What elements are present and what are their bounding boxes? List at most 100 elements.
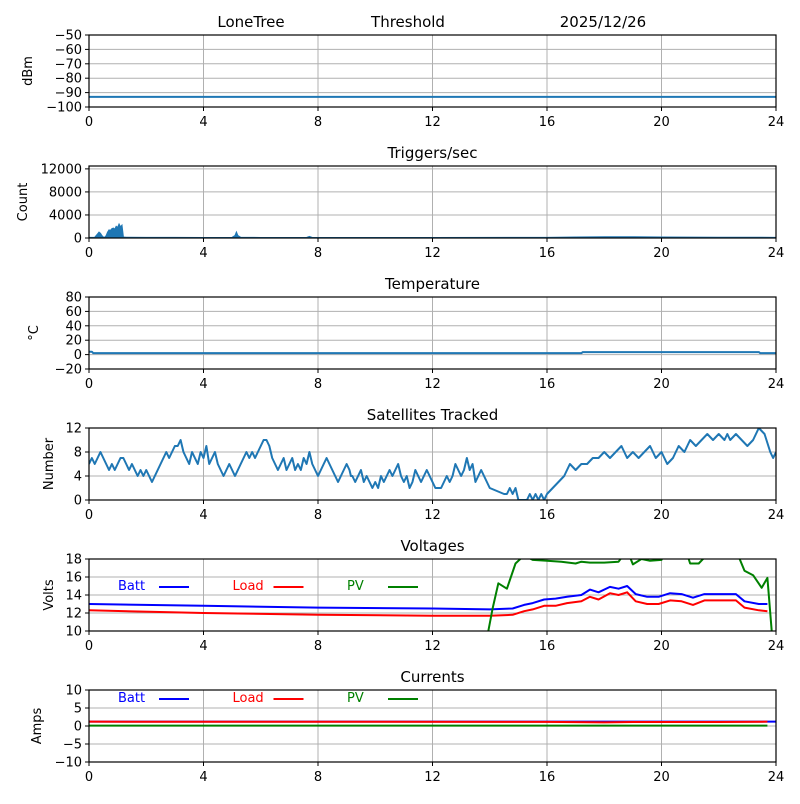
x-tick-label: 24 xyxy=(768,377,785,392)
chart-title: Satellites Tracked xyxy=(367,406,498,424)
x-tick-label: 4 xyxy=(199,377,207,392)
y-axis-label: Number xyxy=(42,437,57,490)
x-tick-label: 12 xyxy=(424,639,441,654)
y-axis-label: °C xyxy=(27,325,42,341)
header-station: LoneTree xyxy=(217,13,284,31)
y-tick-label: −50 xyxy=(55,29,82,44)
legend: Batt Load PV xyxy=(118,691,418,706)
y-tick-label: 12000 xyxy=(41,162,82,177)
chart-panel-4: 0 4 8 12 16 20 24 0 4 8 12 Satellites Tracked Number xyxy=(42,406,784,523)
x-tick-label: 16 xyxy=(539,246,556,261)
legend-label-pv: PV xyxy=(347,579,364,594)
x-tick-label: 0 xyxy=(85,770,93,785)
x-tick-label: 0 xyxy=(85,377,93,392)
y-tick-label: 12 xyxy=(65,607,82,622)
y-tick-label: −10 xyxy=(55,756,82,771)
y-tick-label: 16 xyxy=(65,571,82,586)
y-tick-label: 10 xyxy=(65,625,82,640)
x-tick-label: 4 xyxy=(199,115,207,130)
x-tick-label: 20 xyxy=(653,508,670,523)
y-tick-label: 14 xyxy=(65,589,82,604)
y-tick-label: −70 xyxy=(55,57,82,72)
chart-title: Temperature xyxy=(384,275,480,293)
series-pv-line xyxy=(487,559,773,631)
header-mode: Threshold xyxy=(370,13,445,31)
x-tick-label: 8 xyxy=(314,639,322,654)
chart-panel-1: 0 4 8 12 16 20 24 −100−90−80−70−60−50 dBm xyxy=(21,29,784,131)
series-group xyxy=(89,720,776,727)
series-group xyxy=(89,559,773,631)
x-tick-label: 0 xyxy=(85,639,93,654)
chart-panel-5: 0 4 8 12 16 20 24 10 12 14 16 18 Voltages Volts Batt Lo… xyxy=(42,537,784,654)
legend-label-batt: Batt xyxy=(118,691,145,706)
legend: Batt Load PV xyxy=(118,579,418,594)
x-tick-label: 4 xyxy=(199,770,207,785)
chart-panel-2: 0 4 8 12 16 20 24 0 4000 8000 12000 Triggers/sec Cou… xyxy=(16,144,784,261)
chart-title: Voltages xyxy=(400,537,464,555)
y-tick-label: 8000 xyxy=(49,185,82,200)
x-tick-label: 24 xyxy=(768,639,785,654)
x-tick-label: 0 xyxy=(85,246,93,261)
y-tick-label: 12 xyxy=(65,422,82,437)
legend-label-batt: Batt xyxy=(118,579,145,594)
x-tick-label: 8 xyxy=(314,377,322,392)
legend-label-load: Load xyxy=(233,579,264,594)
x-tick-label: 12 xyxy=(424,377,441,392)
y-tick-label: 40 xyxy=(65,319,82,334)
header-date: 2025/12/26 xyxy=(560,13,646,31)
y-tick-label: −80 xyxy=(55,72,82,87)
y-axis-label: dBm xyxy=(21,56,36,86)
series-load-line xyxy=(89,591,768,617)
y-tick-label: −5 xyxy=(63,738,82,753)
y-tick-label: 4000 xyxy=(49,208,82,223)
x-tick-label: 0 xyxy=(85,115,93,130)
y-tick-label: 10 xyxy=(65,684,82,699)
x-tick-label: 24 xyxy=(768,770,785,785)
y-tick-label: 0 xyxy=(74,348,82,363)
y-tick-label: −100 xyxy=(46,101,82,116)
y-tick-label: 8 xyxy=(74,446,82,461)
x-tick-label: 12 xyxy=(424,508,441,523)
x-tick-label: 24 xyxy=(768,115,785,130)
x-tick-label: 20 xyxy=(653,115,670,130)
y-tick-label: 5 xyxy=(74,702,82,717)
x-tick-label: 4 xyxy=(199,639,207,654)
series-group xyxy=(89,350,776,355)
legend-label-load: Load xyxy=(233,691,264,706)
x-tick-label: 12 xyxy=(424,115,441,130)
chart-title: Triggers/sec xyxy=(387,144,478,162)
x-tick-label: 20 xyxy=(653,377,670,392)
x-tick-label: 16 xyxy=(539,770,556,785)
x-tick-label: 20 xyxy=(653,639,670,654)
y-tick-label: −90 xyxy=(55,86,82,101)
chart-title: Currents xyxy=(400,668,464,686)
x-tick-label: 24 xyxy=(768,508,785,523)
x-tick-label: 8 xyxy=(314,246,322,261)
y-tick-label: 60 xyxy=(65,305,82,320)
y-tick-label: −20 xyxy=(55,363,82,378)
y-tick-label: 0 xyxy=(74,494,82,509)
x-tick-label: 8 xyxy=(314,770,322,785)
header: LoneTree Threshold 2025/12/26 xyxy=(217,13,646,31)
y-axis-label: Volts xyxy=(42,579,57,611)
x-tick-label: 4 xyxy=(199,246,207,261)
y-tick-label: 20 xyxy=(65,334,82,349)
chart-panel-6: 0 4 8 12 16 20 24 −10 −5 0 5 10 Currents Amps Batt Load… xyxy=(30,668,784,785)
y-tick-label: 0 xyxy=(74,720,82,735)
x-tick-label: 16 xyxy=(539,508,556,523)
x-tick-label: 16 xyxy=(539,639,556,654)
y-axis-label: Count xyxy=(16,183,31,222)
x-tick-label: 16 xyxy=(539,377,556,392)
y-tick-label: 0 xyxy=(74,232,82,247)
x-tick-label: 20 xyxy=(653,246,670,261)
legend-label-pv: PV xyxy=(347,691,364,706)
x-tick-label: 0 xyxy=(85,508,93,523)
y-tick-label: 80 xyxy=(65,291,82,306)
series-group xyxy=(89,428,776,500)
series-satellites-line xyxy=(89,428,776,500)
y-tick-label: 18 xyxy=(65,553,82,568)
x-tick-label: 8 xyxy=(314,115,322,130)
x-tick-label: 4 xyxy=(199,508,207,523)
